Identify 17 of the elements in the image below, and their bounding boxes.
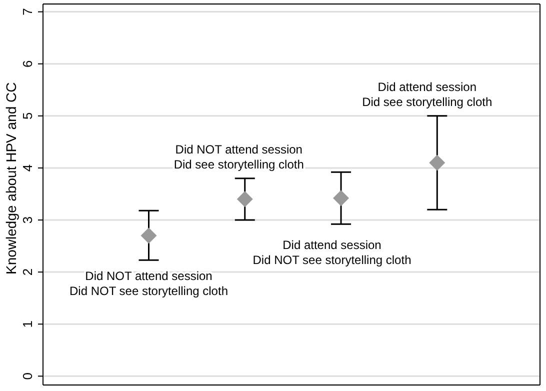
annotation: Did NOT attend session Did NOT see storytelling cloth bbox=[69, 269, 228, 298]
annotation: Did NOT attend session Did see storytelling cloth bbox=[174, 142, 304, 172]
y-tick-label: 4 bbox=[20, 164, 35, 172]
y-tick-label: 2 bbox=[20, 268, 35, 276]
y-tick-label: 7 bbox=[20, 8, 35, 16]
point bbox=[236, 191, 253, 208]
annotation: Did attend session Did see storytelling cloth bbox=[362, 80, 492, 109]
y-tick-label: 6 bbox=[20, 60, 35, 68]
y-axis-title: Knowledge about HPV and CC bbox=[2, 82, 19, 274]
y-tick-label: 5 bbox=[20, 112, 35, 120]
y-tick-label: 1 bbox=[20, 320, 35, 328]
point bbox=[140, 228, 157, 244]
y-tick-label: 0 bbox=[20, 372, 35, 380]
annotation: Did attend session Did NOT see storytelling cloth bbox=[252, 238, 412, 268]
point bbox=[429, 154, 446, 171]
y-tick-label: 3 bbox=[20, 216, 35, 224]
point bbox=[333, 190, 350, 206]
